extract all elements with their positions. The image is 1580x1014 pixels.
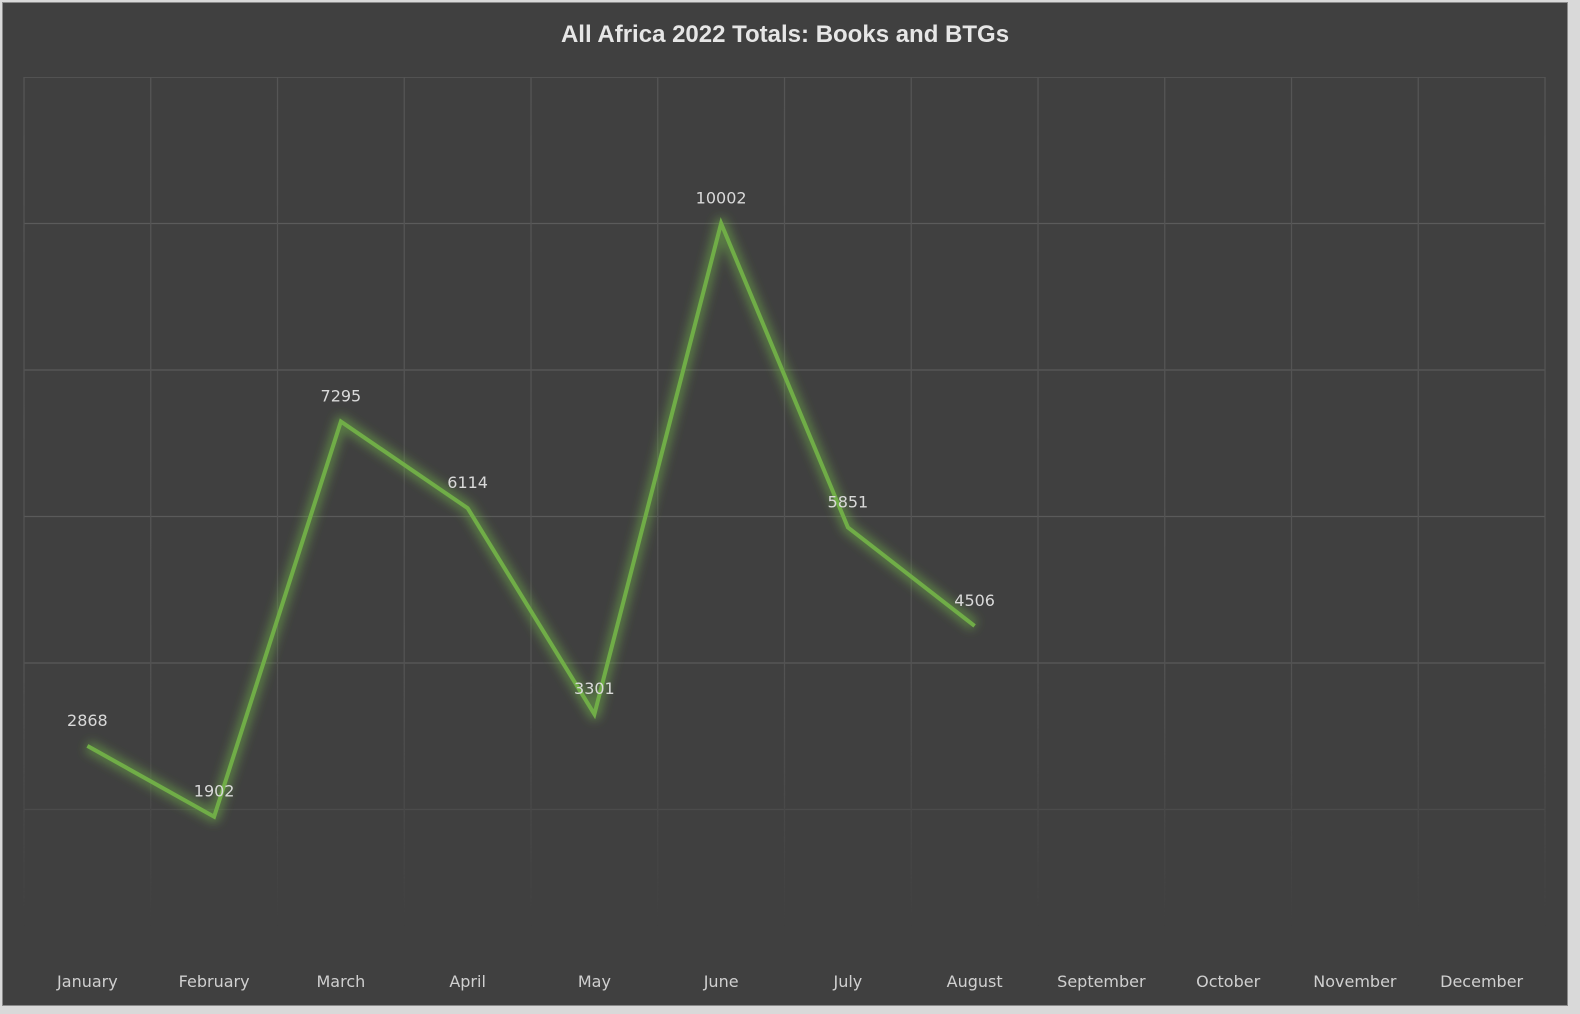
x-tick-label: July [832,972,862,991]
data-label: 4506 [954,591,995,610]
x-tick-label: November [1313,972,1397,991]
data-label: 2868 [67,711,108,730]
data-label: 1902 [194,782,235,801]
x-tick-label: March [316,972,365,991]
x-tick-label: October [1196,972,1260,991]
series-line [86,217,976,820]
x-tick-label: August [947,972,1003,991]
data-label: 5851 [828,492,869,511]
x-tick-label: December [1440,972,1523,991]
chart-title: All Africa 2022 Totals: Books and BTGs [560,21,1010,48]
x-tick-label: June [703,972,739,991]
data-label: 7295 [321,387,362,406]
x-tick-label: April [449,972,486,991]
x-tick-label: January [56,972,118,991]
x-tick-label: February [179,972,250,991]
data-label: 3301 [574,679,615,698]
x-tick-label: May [578,972,611,991]
x-tick-label: September [1057,972,1146,991]
data-label: 6114 [447,473,488,492]
data-label: 10002 [696,188,747,207]
